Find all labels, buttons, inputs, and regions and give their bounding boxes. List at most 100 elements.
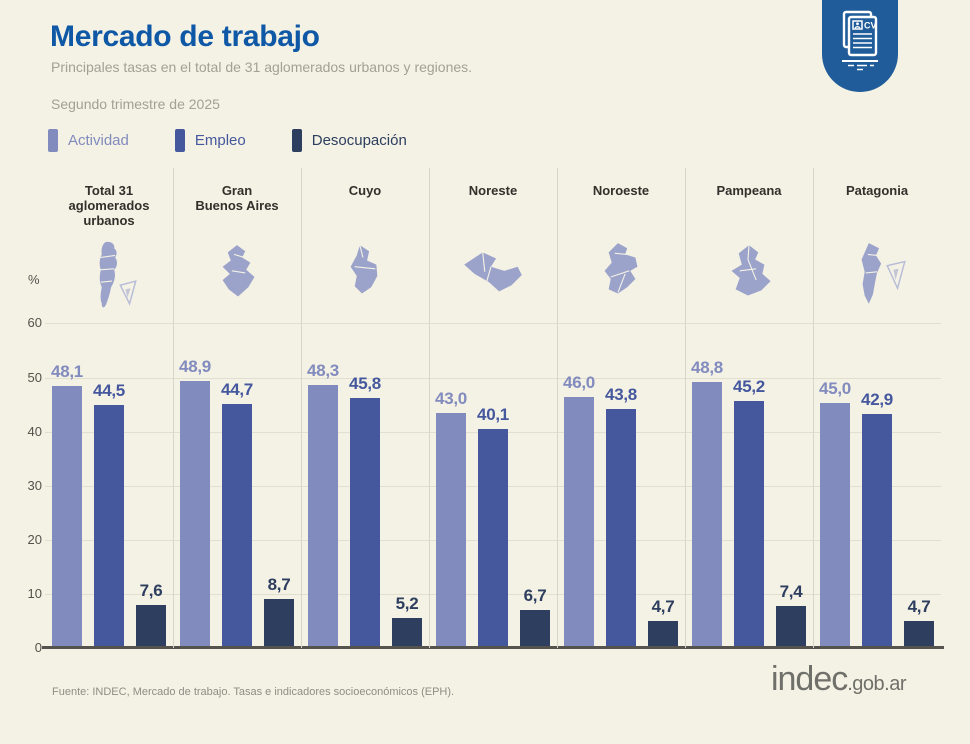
- bar-value-label: 48,1: [51, 362, 83, 381]
- legend-item-actividad: Actividad: [48, 129, 129, 152]
- bar-actividad: [692, 382, 722, 646]
- region-group: Noroeste 46,0 43,8 4,7: [557, 170, 685, 648]
- bar-empleo: [478, 429, 508, 646]
- region-map: [45, 234, 173, 320]
- region-title: Noreste: [468, 183, 518, 198]
- column-divider: [557, 168, 558, 648]
- desocupacion-color-swatch: [291, 129, 302, 152]
- bar-desocupación: [392, 618, 422, 646]
- region-map: [557, 234, 685, 320]
- bar-wrap: 48,3: [307, 361, 339, 646]
- cv-document-icon: CV: [842, 10, 878, 71]
- bar-wrap: 6,7: [520, 586, 550, 646]
- bar-wrap: 4,7: [648, 597, 678, 646]
- bar-value-label: 43,0: [435, 389, 467, 408]
- bar-desocupación: [520, 610, 550, 646]
- page-title: Mercado de trabajo: [50, 20, 320, 53]
- bar-actividad: [564, 397, 594, 646]
- region-group: Patagonia 45,0 42,9 4,7: [813, 170, 941, 648]
- bar-desocupación: [136, 605, 166, 646]
- gridline: [45, 323, 941, 325]
- bar-desocupación: [648, 621, 678, 646]
- region-title: Gran Buenos Aires: [195, 183, 279, 213]
- region-title: Total 31 aglomerados urbanos: [68, 183, 150, 228]
- region-group: Pampeana 48,8 45,2 7,4: [685, 170, 813, 648]
- bar-actividad: [308, 385, 338, 646]
- bar-value-label: 43,8: [605, 385, 637, 404]
- indec-logo-main: indec: [770, 660, 848, 698]
- bar-wrap: 45,2: [733, 377, 765, 646]
- column-divider: [301, 168, 302, 648]
- bar-wrap: 45,8: [349, 374, 381, 646]
- region-group: Noreste 43,0 40,1 6,7: [429, 170, 557, 648]
- legend-item-empleo: Empleo: [174, 129, 246, 152]
- column-divider: [429, 168, 430, 648]
- bar-triplet: 48,8 45,2 7,4: [685, 358, 813, 646]
- bar-value-label: 7,6: [139, 581, 163, 600]
- bar-wrap: 7,6: [136, 581, 166, 646]
- bar-value-label: 48,3: [307, 361, 339, 380]
- bar-desocupación: [264, 599, 294, 646]
- bar-value-label: 42,9: [861, 390, 893, 409]
- bar-desocupación: [904, 621, 934, 646]
- bar-triplet: 45,0 42,9 4,7: [813, 379, 941, 646]
- patagonia-map-icon: [861, 243, 906, 304]
- y-axis-tick-label: 40: [27, 423, 42, 439]
- bar-value-label: 48,9: [179, 357, 211, 376]
- region-title: Patagonia: [845, 183, 909, 198]
- bar-value-label: 44,7: [221, 380, 253, 399]
- legend-label-desocupacion: Desocupación: [311, 132, 407, 149]
- bar-wrap: 43,8: [605, 385, 637, 646]
- region-title: Pampeana: [716, 183, 782, 198]
- bar-triplet: 43,0 40,1 6,7: [429, 389, 557, 646]
- bar-actividad: [820, 403, 850, 646]
- bar-wrap: 48,8: [691, 358, 723, 646]
- y-axis-tick-label: 30: [27, 477, 42, 493]
- column-divider: [813, 168, 814, 648]
- empleo-color-swatch: [174, 129, 185, 152]
- bar-value-label: 5,2: [395, 594, 419, 613]
- bar-empleo: [862, 414, 892, 646]
- total-31-argentina-map-icon: [99, 241, 137, 308]
- cuyo-map-icon: [350, 245, 378, 294]
- x-axis-baseline: [42, 646, 944, 649]
- y-axis-tick-label: 60: [27, 315, 42, 331]
- region-title: Noroeste: [592, 183, 650, 198]
- y-axis-tick-label: 50: [27, 369, 42, 385]
- bar-empleo: [734, 401, 764, 646]
- bar-empleo: [350, 398, 380, 646]
- bar-empleo: [222, 404, 252, 646]
- bar-wrap: 46,0: [563, 373, 595, 646]
- region-map: [685, 234, 813, 320]
- bar-triplet: 48,9 44,7 8,7: [173, 357, 301, 646]
- indec-logo: indec .gob.ar: [770, 660, 907, 699]
- bar-wrap: 8,7: [264, 575, 294, 646]
- gran-buenos-aires-map-icon: [222, 245, 255, 297]
- noroeste-map-icon: [604, 243, 638, 294]
- y-axis-tick-label: 10: [27, 585, 42, 601]
- pampeana-map-icon: [731, 245, 771, 296]
- region-map: [429, 234, 557, 320]
- region-map: [301, 234, 429, 320]
- bar-value-label: 4,7: [907, 597, 931, 616]
- bar-value-label: 6,7: [523, 586, 547, 605]
- bar-wrap: 5,2: [392, 594, 422, 646]
- bar-value-label: 45,0: [819, 379, 851, 398]
- bar-value-label: 40,1: [477, 405, 509, 424]
- bar-value-label: 45,8: [349, 374, 381, 393]
- bar-wrap: 7,4: [776, 582, 806, 646]
- region-map: [173, 234, 301, 320]
- region-title: Cuyo: [348, 183, 382, 198]
- bar-actividad: [52, 386, 82, 646]
- bar-actividad: [180, 381, 210, 646]
- bar-wrap: 42,9: [861, 390, 893, 646]
- legend-label-empleo: Empleo: [194, 132, 246, 149]
- bar-value-label: 48,8: [691, 358, 723, 377]
- bar-value-label: 4,7: [651, 597, 675, 616]
- bar-value-label: 44,5: [93, 381, 125, 400]
- bar-value-label: 8,7: [267, 575, 291, 594]
- bar-desocupación: [776, 606, 806, 646]
- indec-logo-suffix: .gob.ar: [847, 673, 906, 695]
- bar-value-label: 7,4: [779, 582, 803, 601]
